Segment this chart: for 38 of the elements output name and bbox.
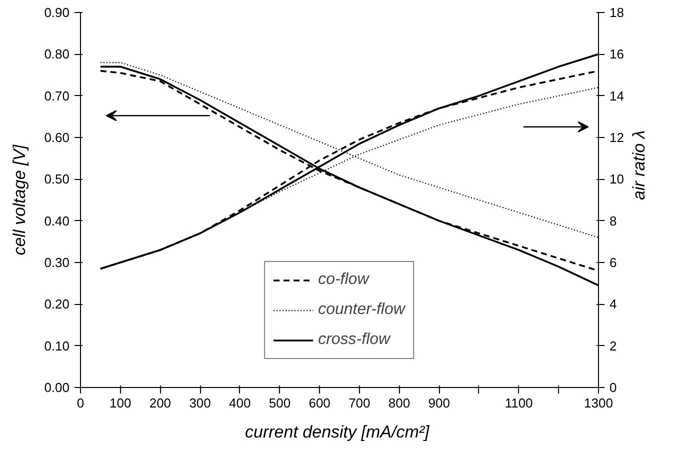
y-tick-label: 0.10 [44,338,70,354]
y-tick-label: 0.00 [44,380,70,395]
y-tick-label: 0.50 [44,172,70,187]
x-tick-label: 400 [229,396,251,410]
legend-label: counter-flow [318,301,405,319]
y-tick-label: 0.80 [44,46,70,62]
y-tick-label: 0.90 [44,5,70,20]
y2-tick-label: 8 [610,213,617,228]
x-tick-label: 300 [189,396,211,410]
x-tick-label: 1300 [584,396,613,410]
x-tick-label: 800 [388,396,410,410]
y2-tick-label: 10 [610,172,624,187]
x-tick-label: 200 [149,396,172,410]
x-tick-label: 500 [268,396,291,410]
y-axis-title: cell voltage [V] [10,143,30,256]
x-tick-label: 600 [308,396,330,410]
y-tick-label: 0.60 [44,130,70,145]
legend-label: co-flow [318,271,369,289]
x-tick-label: 0 [76,396,84,410]
x-axis-title: current density [mA/cm²] [245,422,431,442]
y-tick-label: 0.70 [44,88,70,104]
y2-tick-label: 16 [610,46,624,62]
x-tick-label: 900 [428,396,450,410]
y2-tick-label: 14 [610,88,624,104]
y2-tick-label: 0 [610,380,617,395]
y-tick-label: 0.30 [44,255,70,270]
x-tick-label: 100 [110,396,132,410]
x-tick-label: 1100 [504,396,533,410]
x-tick-label: 700 [348,396,370,410]
y-tick-label: 0.40 [44,213,70,228]
y2-tick-label: 4 [610,296,617,312]
y2-tick-label: 12 [610,130,624,145]
y2-tick-label: 6 [610,255,617,270]
y-tick-label: 0.20 [44,296,70,312]
legend-label: cross-flow [318,331,390,349]
y2-tick-label: 18 [610,5,624,20]
y2-axis-title: air ratio λ [629,130,648,200]
y2-tick-label: 2 [610,338,617,354]
